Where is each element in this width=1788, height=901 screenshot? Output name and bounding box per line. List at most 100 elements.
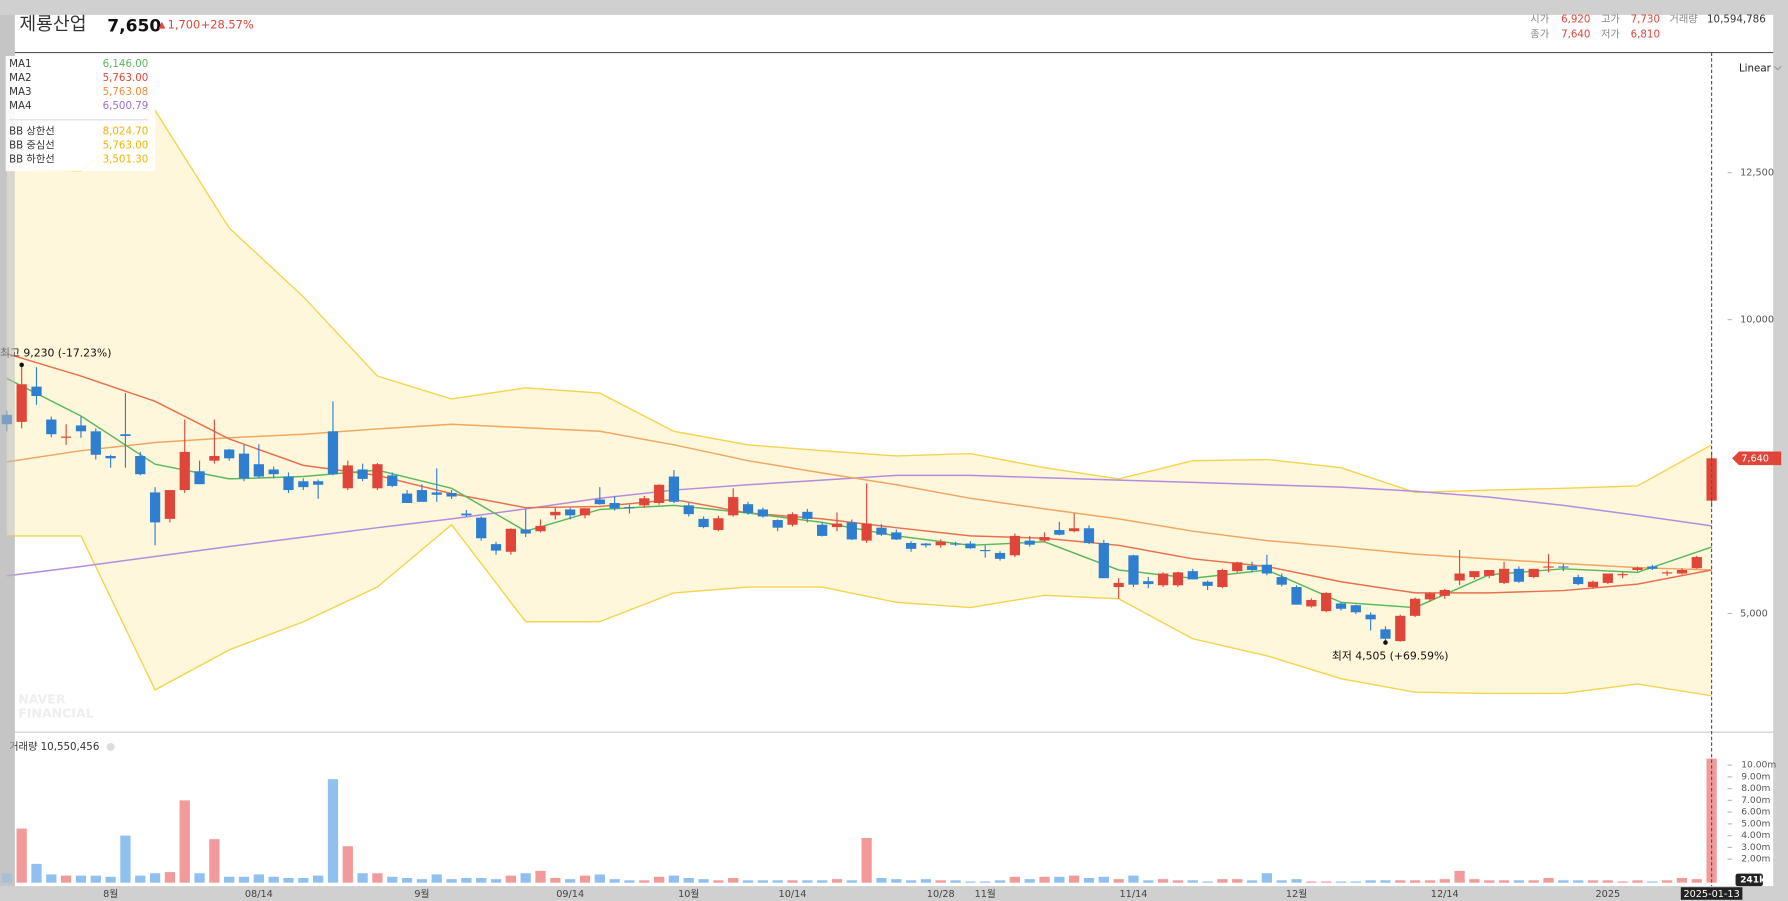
cursor-date-label: 2025-01-13: [1683, 889, 1739, 900]
change: 1,700: [168, 18, 201, 32]
x-tick-label: 08/14: [245, 889, 273, 900]
candle-body: [1573, 577, 1584, 585]
volume-bar: [950, 880, 961, 883]
volume-bar: [1128, 875, 1139, 883]
candle-body: [446, 493, 457, 497]
candle-body: [461, 513, 472, 516]
volume-bar: [831, 879, 843, 883]
candle-body: [1380, 629, 1391, 639]
volume-bar: [46, 874, 57, 883]
x-tick-label: 09/14: [556, 889, 584, 900]
candle-body: [728, 497, 739, 516]
volume-bar: [1395, 880, 1406, 883]
volume-bar: [565, 879, 576, 883]
chevron[interactable]: [1773, 65, 1782, 71]
volume-bar: [1261, 873, 1273, 883]
volume-bar: [1172, 880, 1184, 883]
candle-body: [1602, 573, 1613, 583]
candle-body: [149, 492, 161, 523]
volume-bar: [298, 877, 309, 883]
candle-body: [1632, 567, 1643, 570]
legend-value: 8,024.70: [103, 125, 149, 137]
volume-bar: [1454, 870, 1465, 883]
info-value: 10,594,786: [1707, 13, 1766, 25]
volume-bar: [401, 877, 413, 883]
y-tick-label: 10,000: [1740, 315, 1774, 326]
candle-body: [1513, 568, 1525, 582]
volume-bar: [1232, 879, 1243, 883]
candle-body: [579, 508, 591, 516]
candle-body: [1543, 566, 1554, 568]
volume-bar: [1573, 880, 1584, 883]
volume-bar: [505, 875, 516, 883]
candle-body: [550, 511, 561, 516]
candle-body: [1439, 589, 1450, 596]
volume-bar: [1647, 881, 1658, 883]
volume-bar: [817, 880, 828, 883]
volume-bar: [713, 880, 724, 883]
last-price-tag: [1732, 451, 1782, 466]
volume-bar: [461, 877, 472, 883]
candle-body: [1187, 571, 1198, 580]
candle-body: [1024, 540, 1035, 545]
volume-bar: [861, 837, 872, 883]
legend-name: MA3: [9, 86, 31, 98]
candle-body: [1469, 571, 1480, 578]
volume-bar: [1365, 880, 1376, 883]
volume-bar: [1424, 880, 1436, 883]
volume-bar: [698, 879, 709, 883]
volume-title: 거래량 10,550,456: [9, 741, 99, 753]
legend-name: BB 상한선: [9, 125, 55, 137]
extreme-label: 최저 4,505 (+69.59%): [1332, 649, 1449, 662]
candle-body: [1246, 565, 1258, 570]
volume-bar: [1691, 879, 1702, 883]
candle-body: [891, 532, 902, 540]
legend-value: 5,763.08: [103, 86, 149, 98]
legend-value: 5,763.00: [103, 139, 149, 151]
volume-bar: [120, 835, 131, 883]
x-tick-label: 10/28: [927, 889, 955, 900]
candle-body: [194, 471, 205, 485]
volume-bar: [149, 873, 161, 883]
candle-body: [905, 542, 917, 549]
volume-bar: [1617, 881, 1628, 883]
volume-bar: [772, 880, 783, 883]
candle-body: [1069, 528, 1080, 532]
candle-body: [1009, 535, 1021, 556]
volume-bar: [1054, 876, 1065, 883]
volume-bar: [757, 880, 768, 883]
legend-name: MA4: [9, 100, 31, 112]
x-tick-label: 8월: [103, 888, 118, 900]
x-tick-label: 12/14: [1431, 889, 1459, 900]
volume-bar: [1513, 880, 1525, 883]
candle-body: [135, 455, 146, 475]
candle-body: [46, 419, 57, 435]
settings-icon[interactable]: [106, 742, 115, 751]
watermark: FINANCIAL: [18, 705, 93, 720]
candle-body: [1098, 542, 1109, 579]
candle-body: [238, 453, 250, 479]
candle-body: [1691, 557, 1702, 569]
volume-bar: [16, 828, 27, 883]
volume-bar: [31, 863, 42, 883]
legend-name: BB 중심선: [9, 139, 55, 151]
x-tick-label: 10월: [678, 888, 699, 900]
watermark: NAVER: [18, 692, 66, 707]
candle-body: [520, 529, 531, 534]
candle-body: [1172, 572, 1184, 586]
candle-body: [772, 520, 783, 528]
volume-bar: [1632, 880, 1643, 883]
candle-body: [490, 544, 502, 551]
candle-body: [1202, 581, 1213, 586]
candle-body: [565, 509, 576, 516]
volume-bar: [846, 880, 857, 883]
x-tick-label: 11/14: [1120, 889, 1148, 900]
left-overlay: [0, 14, 15, 887]
volume-bar: [1291, 879, 1302, 883]
volume-bar: [1306, 881, 1317, 883]
scale-mode[interactable]: Linear: [1739, 62, 1772, 74]
volume-tick-label: 2.00m: [1741, 855, 1770, 865]
volume-cursor-label: 241k: [1740, 875, 1766, 885]
candle-body: [283, 476, 294, 491]
volume-bar: [1380, 880, 1391, 883]
